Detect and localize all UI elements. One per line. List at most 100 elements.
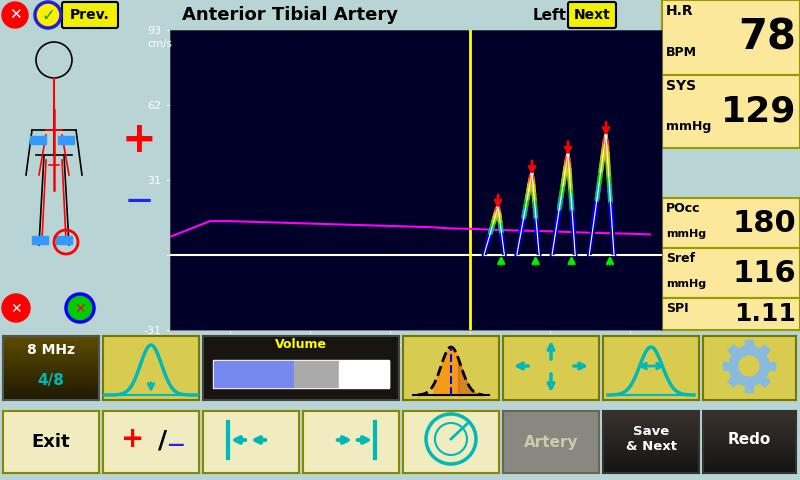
Bar xyxy=(3,365,99,368)
Bar xyxy=(703,444,796,447)
Text: SYS: SYS xyxy=(666,79,696,93)
Bar xyxy=(58,136,74,144)
Bar xyxy=(703,457,796,460)
Text: Left: Left xyxy=(533,8,567,23)
Circle shape xyxy=(2,2,28,28)
Bar xyxy=(3,339,99,342)
Bar xyxy=(603,428,699,432)
Text: 4/8: 4/8 xyxy=(38,372,65,387)
Text: Prev.: Prev. xyxy=(70,8,110,22)
Bar xyxy=(3,381,99,384)
Bar xyxy=(213,360,389,388)
Bar xyxy=(703,451,796,454)
Text: 78: 78 xyxy=(738,16,796,59)
Bar xyxy=(603,447,699,451)
Bar xyxy=(214,361,294,387)
Bar xyxy=(703,467,796,470)
Text: Redo: Redo xyxy=(727,432,770,446)
Text: Anterior Tibial Artery: Anterior Tibial Artery xyxy=(182,6,398,24)
Bar xyxy=(703,434,796,438)
Text: Sref: Sref xyxy=(666,252,695,265)
Circle shape xyxy=(35,2,61,28)
Circle shape xyxy=(729,346,769,386)
Bar xyxy=(603,460,699,463)
Text: 129: 129 xyxy=(721,95,796,129)
Text: ✕: ✕ xyxy=(9,8,22,23)
Text: 116: 116 xyxy=(732,259,796,288)
Text: +: + xyxy=(122,119,156,161)
Bar xyxy=(339,361,389,387)
Text: ✕: ✕ xyxy=(10,302,22,316)
Bar xyxy=(603,467,699,470)
Bar xyxy=(603,434,699,438)
Bar xyxy=(3,394,99,397)
Circle shape xyxy=(66,294,94,322)
Bar xyxy=(703,425,796,428)
Bar xyxy=(3,387,99,390)
Text: +: + xyxy=(122,425,145,453)
Bar xyxy=(703,460,796,463)
Text: BPM: BPM xyxy=(666,47,697,60)
Text: 1.11: 1.11 xyxy=(734,302,796,326)
Bar xyxy=(703,447,796,451)
Bar xyxy=(759,345,770,356)
Bar xyxy=(703,454,796,457)
Bar xyxy=(703,428,796,432)
Bar xyxy=(703,470,796,473)
Text: /: / xyxy=(158,429,167,453)
Bar xyxy=(3,384,99,387)
Bar xyxy=(703,415,796,419)
Bar xyxy=(603,409,699,412)
Bar xyxy=(3,396,99,400)
Bar xyxy=(603,425,699,428)
Bar xyxy=(759,376,770,387)
Bar xyxy=(603,419,699,422)
Text: H.R: H.R xyxy=(666,4,694,18)
Circle shape xyxy=(2,294,30,322)
Bar xyxy=(603,441,699,444)
Text: mmHg: mmHg xyxy=(666,120,711,133)
Bar xyxy=(294,361,339,387)
Bar xyxy=(728,376,739,387)
Text: 180: 180 xyxy=(732,208,796,238)
Bar xyxy=(603,438,699,441)
Bar xyxy=(603,470,699,473)
Bar xyxy=(3,368,99,371)
Bar xyxy=(703,409,796,412)
Bar xyxy=(3,336,99,339)
Bar xyxy=(30,136,46,144)
Text: ✓: ✓ xyxy=(41,7,55,25)
Text: POcc: POcc xyxy=(666,202,701,215)
Bar xyxy=(723,362,731,370)
Circle shape xyxy=(739,356,759,376)
FancyBboxPatch shape xyxy=(568,2,616,28)
Bar xyxy=(603,412,699,415)
Bar xyxy=(3,346,99,349)
Text: Artery: Artery xyxy=(524,434,578,449)
Bar xyxy=(3,352,99,355)
Bar xyxy=(3,348,99,352)
Bar xyxy=(3,342,99,346)
Bar xyxy=(703,463,796,467)
Text: ✕: ✕ xyxy=(74,302,86,316)
Bar xyxy=(56,236,72,244)
Bar xyxy=(703,432,796,434)
Text: mmHg: mmHg xyxy=(666,229,706,239)
Bar xyxy=(3,390,99,394)
Bar xyxy=(703,419,796,422)
Bar xyxy=(728,345,739,356)
Bar xyxy=(703,412,796,415)
Bar xyxy=(745,384,753,392)
Bar xyxy=(32,236,48,244)
Bar xyxy=(603,451,699,454)
Bar xyxy=(767,362,775,370)
Bar xyxy=(3,374,99,378)
Bar xyxy=(3,377,99,381)
Text: Exit: Exit xyxy=(32,433,70,451)
Bar xyxy=(603,432,699,434)
Text: 8 MHz: 8 MHz xyxy=(27,343,75,357)
Bar xyxy=(603,463,699,467)
Bar xyxy=(703,438,796,441)
Bar xyxy=(3,371,99,374)
Text: —: — xyxy=(166,436,183,454)
